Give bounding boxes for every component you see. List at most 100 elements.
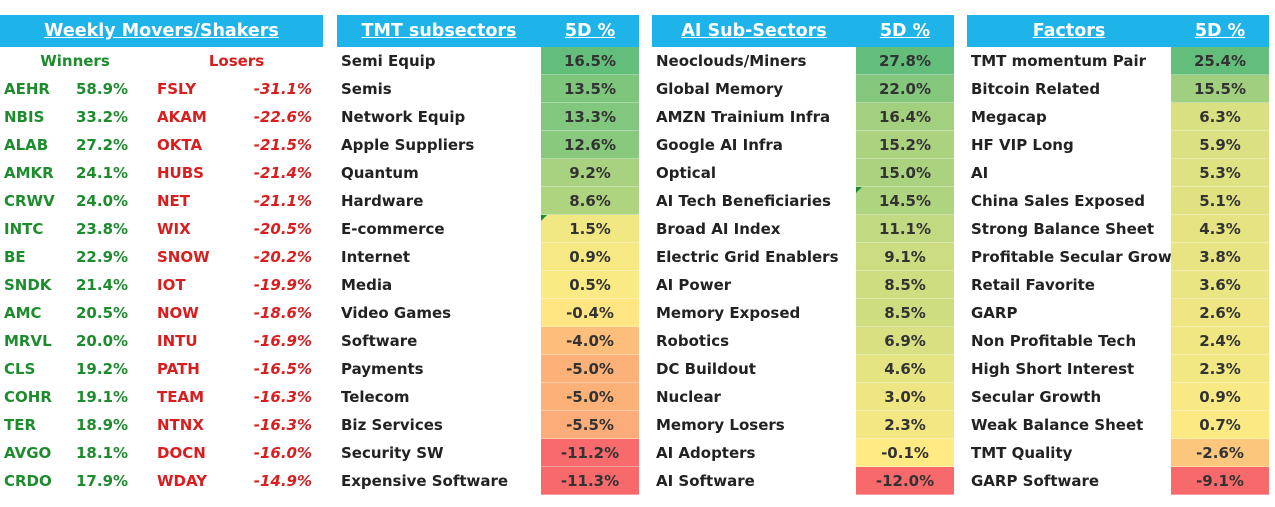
loser-ticker: INTU	[157, 332, 198, 350]
tmt-row: Apple Suppliers 12.6%	[337, 131, 639, 159]
factors-row-value: 2.4%	[1171, 327, 1269, 355]
tmt-row-name: Media	[341, 276, 393, 294]
tmt-row-name: E-commerce	[341, 220, 445, 238]
factors-row: AI 5.3%	[967, 159, 1269, 187]
movers-row: AMC 20.5% NOW -18.6%	[0, 299, 323, 327]
tmt-row-value: 9.2%	[541, 159, 639, 187]
movers-row: CLS 19.2% PATH -16.5%	[0, 355, 323, 383]
ai-row: Memory Exposed 8.5%	[652, 299, 954, 327]
movers-row: INTC 23.8% WIX -20.5%	[0, 215, 323, 243]
tmt-row-value: 16.5%	[541, 47, 639, 75]
loser-pct: -20.2%	[253, 248, 312, 266]
ai-row-name: AMZN Trainium Infra	[656, 108, 831, 126]
tmt-row: E-commerce 1.5%	[337, 215, 639, 243]
movers-title: Weekly Movers/Shakers	[44, 21, 279, 41]
winner-ticker: CRWV	[4, 192, 55, 210]
ai-row: Nuclear 3.0%	[652, 383, 954, 411]
ai-row-value: 11.1%	[856, 215, 954, 243]
factors-row-value: 25.4%	[1171, 47, 1269, 75]
factors-row-value: 0.9%	[1171, 383, 1269, 411]
tmt-row-name: Software	[341, 332, 418, 350]
tmt-row-name: Biz Services	[341, 416, 443, 434]
factors-panel: Factors 5D % TMT momentum Pair 25.4% Bitco…	[967, 15, 1269, 495]
winner-ticker: NBIS	[4, 108, 45, 126]
winner-ticker: TER	[4, 416, 37, 434]
tmt-row-name: Semi Equip	[341, 52, 436, 70]
factors-row-name: Strong Balance Sheet	[971, 220, 1155, 238]
ai-row-name: Optical	[656, 164, 716, 182]
loser-pct: -14.9%	[253, 472, 312, 490]
ai-row-name: DC Buildout	[656, 360, 756, 378]
ai-row-name: Google AI Infra	[656, 136, 783, 154]
loser-pct: -19.9%	[253, 276, 312, 294]
tmt-list: Semi Equip 16.5% Semis 13.5% Network Equip 13…	[337, 47, 639, 495]
tmt-row: Internet 0.9%	[337, 243, 639, 271]
factors-row: Megacap 6.3%	[967, 103, 1269, 131]
ai-row: AI Adopters -0.1%	[652, 439, 954, 467]
ai-row-name: AI Adopters	[656, 444, 756, 462]
tmt-title: TMT subsectors	[361, 21, 517, 41]
ai-row-name: Robotics	[656, 332, 730, 350]
movers-row: AVGO 18.1% DOCN -16.0%	[0, 439, 323, 467]
ai-header: AI Sub-Sectors 5D %	[652, 15, 954, 47]
factors-row-value: 2.6%	[1171, 299, 1269, 327]
tmt-row-name: Semis	[341, 80, 392, 98]
loser-pct: -16.9%	[253, 332, 312, 350]
factors-row-name: TMT momentum Pair	[971, 52, 1146, 70]
factors-row: Weak Balance Sheet 0.7%	[967, 411, 1269, 439]
ai-row: Neoclouds/Miners 27.8%	[652, 47, 954, 75]
loser-pct: -21.1%	[253, 192, 312, 210]
winner-pct: 20.5%	[76, 304, 129, 322]
loser-ticker: NOW	[157, 304, 199, 322]
factors-row-value: 4.3%	[1171, 215, 1269, 243]
loser-pct: -18.6%	[253, 304, 312, 322]
factors-row: GARP Software -9.1%	[967, 467, 1269, 495]
factors-row: China Sales Exposed 5.1%	[967, 187, 1269, 215]
ai-row-name: AI Tech Beneficiaries	[656, 192, 831, 210]
factors-row-name: High Short Interest	[971, 360, 1135, 378]
winner-pct: 23.8%	[76, 220, 129, 238]
movers-row: COHR 19.1% TEAM -16.3%	[0, 383, 323, 411]
ai-row-value: 2.3%	[856, 411, 954, 439]
tmt-row-value: 0.9%	[541, 243, 639, 271]
tmt-row-value: -11.3%	[541, 467, 639, 495]
ai-row-value: 8.5%	[856, 299, 954, 327]
winner-pct: 27.2%	[76, 136, 129, 154]
factors-row-name: AI	[971, 164, 989, 182]
tmt-row-name: Expensive Software	[341, 472, 509, 490]
loser-pct: -16.3%	[253, 416, 312, 434]
movers-row: AMKR 24.1% HUBS -21.4%	[0, 159, 323, 187]
factors-row-name: Profitable Secular Growt	[971, 248, 1171, 266]
movers-row: BE 22.9% SNOW -20.2%	[0, 243, 323, 271]
ai-row-value: 27.8%	[856, 47, 954, 75]
ai-row-value: 9.1%	[856, 243, 954, 271]
factors-row-name: GARP	[971, 304, 1018, 322]
ai-row: Electric Grid Enablers 9.1%	[652, 243, 954, 271]
tmt-row: Quantum 9.2%	[337, 159, 639, 187]
factors-header: Factors 5D %	[967, 15, 1269, 47]
winners-label: Winners	[40, 52, 110, 70]
winner-pct: 24.1%	[76, 164, 129, 182]
factors-row-value: -2.6%	[1171, 439, 1269, 467]
winner-pct: 22.9%	[76, 248, 129, 266]
factors-row-name: Megacap	[971, 108, 1047, 126]
tmt-header: TMT subsectors 5D %	[337, 15, 639, 47]
ai-row-value: 15.0%	[856, 159, 954, 187]
ai-row: Memory Losers 2.3%	[652, 411, 954, 439]
tmt-row-name: Hardware	[341, 192, 424, 210]
winner-pct: 20.0%	[76, 332, 129, 350]
loser-ticker: PATH	[157, 360, 200, 378]
factors-title: Factors	[1032, 21, 1106, 41]
ai-row-name: Neoclouds/Miners	[656, 52, 807, 70]
tmt-row-value: -5.5%	[541, 411, 639, 439]
tmt-panel: TMT subsectors 5D % Semi Equip 16.5% Semis…	[337, 15, 639, 495]
factors-list: TMT momentum Pair 25.4% Bitcoin Related 15.…	[967, 47, 1269, 495]
winner-pct: 24.0%	[76, 192, 129, 210]
winner-pct: 21.4%	[76, 276, 129, 294]
factors-row: TMT momentum Pair 25.4%	[967, 47, 1269, 75]
movers-panel: Weekly Movers/Shakers Winners Losers AEH…	[0, 15, 323, 495]
ai-row-name: Memory Losers	[656, 416, 785, 434]
factors-row-name: HF VIP Long	[971, 136, 1074, 154]
ai-row-value: 3.0%	[856, 383, 954, 411]
loser-ticker: WDAY	[157, 472, 208, 490]
